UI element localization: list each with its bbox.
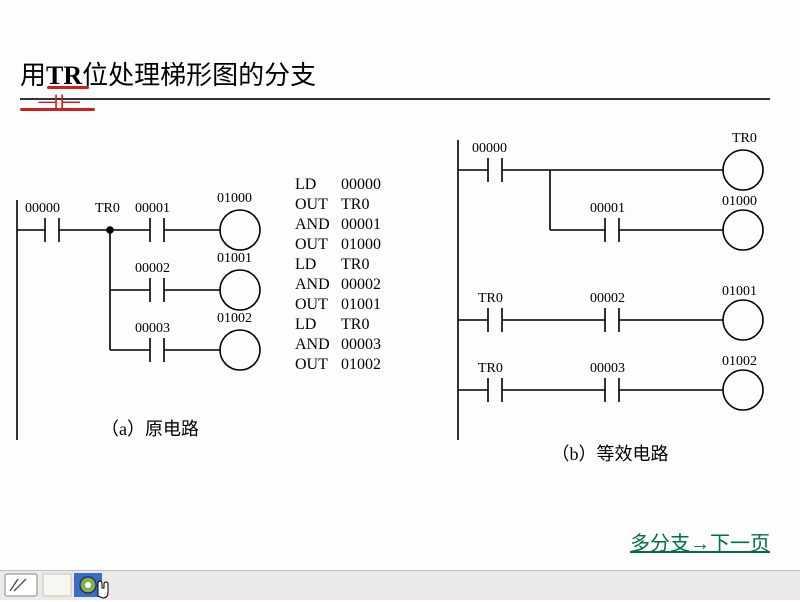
title-prefix: 用 [20,61,46,90]
cursor-hand-icon [90,574,114,602]
label-b-r1bc: 00001 [590,201,625,216]
diagram-b-caption: （b）等效电路 [552,444,669,464]
mnemonic-row: AND00001 [295,215,381,235]
mnemonic-row: AND00003 [295,335,381,355]
mnemonic-row: LDTR0 [295,315,381,335]
label-b-r3c2: 00003 [590,361,625,376]
annotation-baseline [20,108,95,111]
label-b-r1c1: 00000 [472,141,507,156]
diagram-a: 00000 TR0 00001 01000 00002 01001 00003 … [5,160,295,460]
presentation-icon[interactable] [4,573,38,597]
annotation-underline [47,86,89,89]
label-b-r3c1: TR0 [478,361,503,376]
label-a-coil1: 01000 [217,191,252,206]
label-a-c1: 00000 [25,201,60,216]
label-b-r2c1: TR0 [478,291,503,306]
label-b-r3coil: 01002 [722,354,757,369]
label-a-c3: 00002 [135,261,170,276]
mnemonic-row: LDTR0 [295,255,381,275]
label-b-r2coil: 01001 [722,284,757,299]
taskbar [0,570,800,600]
label-b-r2c2: 00002 [590,291,625,306]
label-a-tr0: TR0 [95,201,120,216]
page-title: 用TR位处理梯形图的分支 [20,55,770,100]
slide: 用TR位处理梯形图的分支 ⊣⊢ [0,0,800,600]
label-a-coil2: 01001 [217,251,252,266]
mnemonic-row: OUT01002 [295,355,381,375]
label-b-r1coil: TR0 [732,131,757,146]
mnemonic-row: AND00002 [295,275,381,295]
mnemonic-row: OUTTR0 [295,195,381,215]
label-a-c4: 00003 [135,321,170,336]
mnemonic-list: LD00000OUTTR0AND00001OUT01000LDTR0AND000… [295,175,381,375]
label-a-coil3: 01002 [217,311,252,326]
mnemonic-row: OUT01000 [295,235,381,255]
label-a-c2: 00001 [135,201,170,216]
label-b-r1bcoil: 01000 [722,194,757,209]
annotation-symbol: ⊣⊢ [36,90,82,116]
next-page-link[interactable]: 多分支→下一页 [630,527,770,556]
mnemonic-row: OUT01001 [295,295,381,315]
title-suffix: 位处理梯形图的分支 [82,61,316,90]
blank-icon[interactable] [42,573,72,597]
diagram-b: 00000 TR0 00001 01000 TR0 00002 01001 TR… [440,110,785,470]
diagram-a-caption: （a）原电路 [101,419,199,439]
mnemonic-row: LD00000 [295,175,381,195]
